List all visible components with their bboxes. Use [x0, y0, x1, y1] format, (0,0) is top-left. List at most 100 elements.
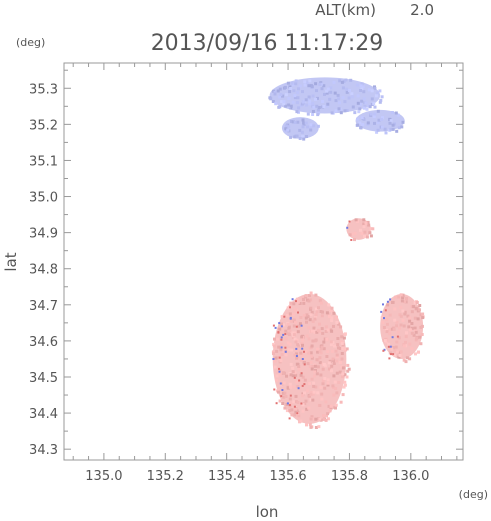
echo-cell: [269, 97, 273, 101]
echo-cell: [345, 375, 349, 379]
echo-cell: [297, 414, 301, 418]
echo-cell: [380, 125, 384, 129]
echo-cell: [338, 347, 342, 350]
echo-cell: [377, 118, 381, 122]
echo-cell: [410, 347, 414, 350]
echo-cell: [325, 89, 329, 93]
echo-cell: [287, 333, 291, 337]
echo-cell: [327, 367, 331, 371]
echo-cell: [389, 127, 393, 131]
echo-cell: [321, 382, 325, 386]
echo-cell: [393, 353, 396, 357]
echo-cell: [388, 121, 392, 125]
echo-cell: [397, 355, 401, 359]
echo-cell: [274, 356, 278, 360]
echo-cell: [374, 94, 378, 98]
echo-cell: [370, 97, 374, 101]
echo-cell: [280, 100, 284, 104]
echo-cell: [353, 111, 357, 115]
echo-cell: [420, 333, 424, 336]
echo-cell: [397, 336, 401, 340]
echo-cell: [282, 350, 286, 354]
echo-cell: [316, 96, 319, 100]
echo-cell: [310, 391, 314, 395]
echo-cell: [311, 319, 315, 323]
echo-cell: [309, 298, 313, 302]
echo-cell: [301, 135, 305, 139]
echo-speckle: [274, 326, 277, 329]
echo-cell: [318, 349, 322, 353]
echo-cell: [314, 313, 318, 317]
echo-cell: [341, 366, 345, 370]
echo-cell: [307, 394, 311, 398]
echo-cell: [295, 101, 299, 105]
echo-cell: [325, 414, 328, 418]
echo-cell: [404, 300, 408, 304]
echo-cell: [334, 109, 338, 113]
echo-cell: [289, 87, 293, 90]
echo-cell: [275, 374, 279, 378]
echo-cell: [281, 94, 285, 98]
echo-cell: [332, 374, 336, 378]
echo-cell: [286, 386, 290, 390]
echo-cell: [300, 353, 304, 357]
echo-cell: [314, 315, 318, 319]
echo-cell: [282, 100, 286, 104]
echo-cell: [327, 303, 331, 307]
echo-cell: [418, 335, 422, 339]
echo-cell: [320, 392, 324, 396]
echo-cell: [373, 86, 377, 90]
echo-cell: [334, 316, 338, 320]
echo-cell: [341, 347, 345, 350]
echo-cell: [410, 326, 414, 330]
echo-speckle: [293, 376, 296, 379]
echo-cell: [311, 113, 315, 116]
echo-cell: [287, 125, 291, 129]
echo-cell: [325, 104, 329, 108]
echo-cell: [329, 343, 333, 347]
echo-cell: [326, 378, 330, 382]
echo-speckle: [295, 325, 298, 328]
echo-cell: [292, 400, 296, 404]
echo-cell: [363, 105, 367, 109]
x-axis-label: lon: [256, 503, 279, 521]
echo-cell: [299, 351, 303, 355]
echo-cell: [308, 365, 312, 368]
echo-cell: [277, 345, 281, 349]
echo-cell: [362, 117, 366, 121]
echo-cell: [383, 127, 387, 131]
echo-speckle: [301, 347, 304, 350]
echo-cell: [410, 331, 414, 335]
echo-cell: [358, 107, 362, 111]
echo-cell: [306, 362, 310, 366]
echo-cell: [418, 304, 422, 307]
echo-cell: [316, 365, 320, 369]
echo-cell: [332, 393, 336, 397]
echo-cell: [348, 233, 352, 237]
echo-speckle: [291, 298, 294, 301]
echo-cell: [379, 118, 383, 121]
echo-cell: [278, 87, 282, 91]
echo-cell: [405, 331, 408, 335]
echo-cell: [387, 342, 391, 346]
echo-cell: [292, 385, 296, 389]
echo-cell: [320, 327, 324, 331]
echo-cell: [391, 300, 395, 304]
y-tick-label: 35.1: [29, 154, 58, 169]
x-tick-label: 135.6: [269, 469, 306, 484]
echo-cell: [296, 385, 300, 388]
echo-cell: [288, 85, 292, 89]
echo-cell: [309, 360, 313, 364]
echo-cell: [344, 78, 348, 82]
echo-cell: [278, 368, 282, 372]
echo-cell: [290, 401, 293, 405]
echo-cell: [279, 348, 283, 352]
echo-cell: [362, 225, 366, 229]
echo-speckle: [350, 239, 353, 241]
echo-cell: [318, 83, 322, 86]
echo-cell: [313, 339, 317, 343]
echo-cell: [286, 81, 290, 85]
echo-cell: [288, 408, 292, 412]
echo-cell: [313, 317, 317, 321]
